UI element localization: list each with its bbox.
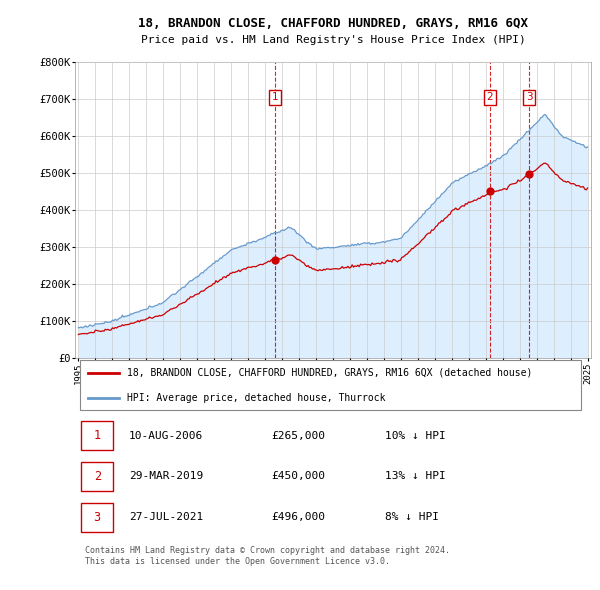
Text: HPI: Average price, detached house, Thurrock: HPI: Average price, detached house, Thur…	[127, 393, 385, 403]
Text: 18, BRANDON CLOSE, CHAFFORD HUNDRED, GRAYS, RM16 6QX: 18, BRANDON CLOSE, CHAFFORD HUNDRED, GRA…	[138, 17, 528, 30]
Text: 2: 2	[94, 470, 101, 483]
Text: £496,000: £496,000	[271, 512, 325, 522]
FancyBboxPatch shape	[81, 421, 113, 450]
Text: 13% ↓ HPI: 13% ↓ HPI	[385, 471, 445, 481]
Text: 10% ↓ HPI: 10% ↓ HPI	[385, 431, 445, 441]
Text: 18, BRANDON CLOSE, CHAFFORD HUNDRED, GRAYS, RM16 6QX (detached house): 18, BRANDON CLOSE, CHAFFORD HUNDRED, GRA…	[127, 368, 532, 378]
Text: 8% ↓ HPI: 8% ↓ HPI	[385, 512, 439, 522]
Text: Price paid vs. HM Land Registry's House Price Index (HPI): Price paid vs. HM Land Registry's House …	[140, 35, 526, 44]
FancyBboxPatch shape	[81, 503, 113, 532]
Text: £265,000: £265,000	[271, 431, 325, 441]
Text: 10-AUG-2006: 10-AUG-2006	[129, 431, 203, 441]
Text: 1: 1	[94, 429, 101, 442]
Text: £450,000: £450,000	[271, 471, 325, 481]
Text: 29-MAR-2019: 29-MAR-2019	[129, 471, 203, 481]
Text: 2: 2	[487, 93, 493, 103]
Text: 3: 3	[94, 511, 101, 524]
Text: 27-JUL-2021: 27-JUL-2021	[129, 512, 203, 522]
Text: 3: 3	[526, 93, 533, 103]
Text: Contains HM Land Registry data © Crown copyright and database right 2024.
This d: Contains HM Land Registry data © Crown c…	[85, 546, 451, 566]
Text: 1: 1	[272, 93, 278, 103]
FancyBboxPatch shape	[80, 360, 581, 411]
FancyBboxPatch shape	[81, 462, 113, 491]
